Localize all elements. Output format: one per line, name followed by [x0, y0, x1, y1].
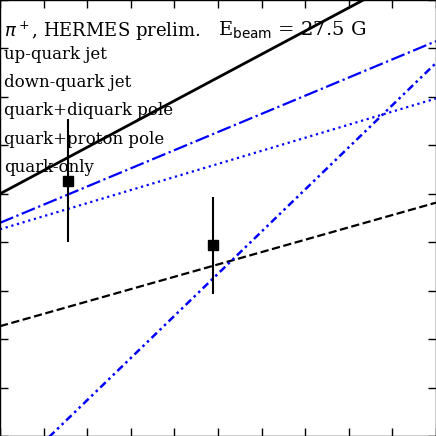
Text: quark-only: quark-only — [4, 159, 94, 176]
Text: E$_{\mathrm{beam}}$ = 27.5 G: E$_{\mathrm{beam}}$ = 27.5 G — [218, 20, 366, 41]
Text: up-quark jet: up-quark jet — [4, 46, 107, 63]
Text: quark+proton pole: quark+proton pole — [4, 131, 165, 148]
Text: $\pi^+$, HERMES prelim.: $\pi^+$, HERMES prelim. — [4, 20, 201, 43]
Text: down-quark jet: down-quark jet — [4, 74, 132, 91]
Text: quark+diquark pole: quark+diquark pole — [4, 102, 174, 119]
